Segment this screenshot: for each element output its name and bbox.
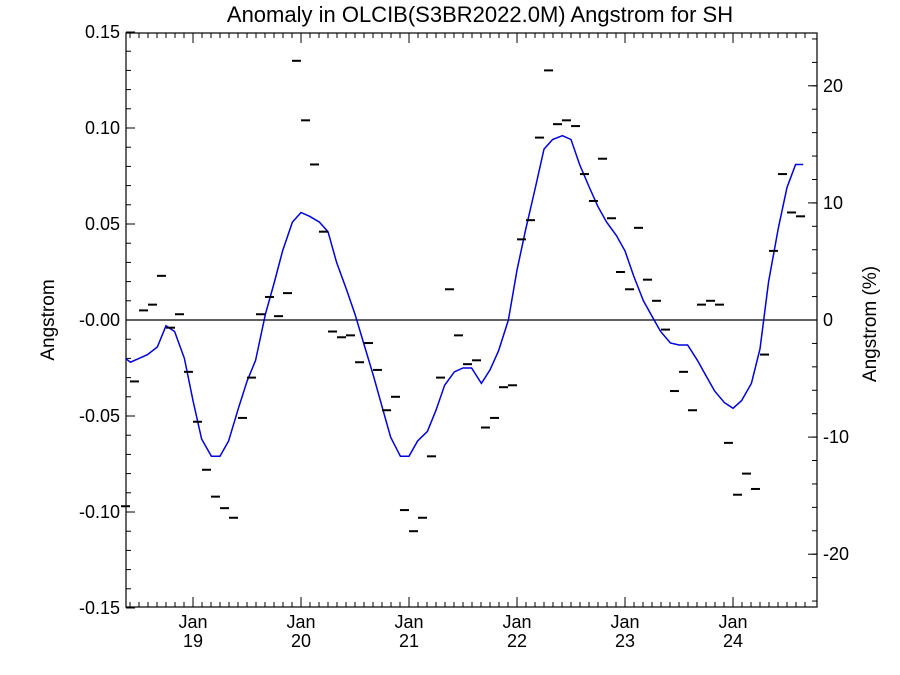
y-axis-label-right: Angstrom (%) xyxy=(860,266,881,382)
x-tick-label-year: 23 xyxy=(615,631,635,651)
y-axis-label-left: Angstrom xyxy=(38,279,59,360)
y-tick-label: -0.15 xyxy=(79,598,120,618)
y-right-tick-label: 10 xyxy=(823,193,843,213)
y-tick-label: -0.00 xyxy=(79,310,120,330)
smoothed-line xyxy=(125,134,804,458)
y-axis-right: 20 10 0 -10 -20 xyxy=(808,38,849,602)
x-tick-label-month: Jan xyxy=(718,612,747,632)
x-tick-label-year: 20 xyxy=(291,631,311,651)
series-monthly xyxy=(121,59,805,533)
chart-title: Anomaly in OLCIB(S3BR2022.0M) Angstrom f… xyxy=(227,2,733,27)
x-tick-label-year: 22 xyxy=(507,631,527,651)
y-right-tick-label: -10 xyxy=(823,427,849,447)
y-tick-label: 0.05 xyxy=(85,214,120,234)
x-tick-label-year: 19 xyxy=(183,631,203,651)
y-right-tick-label: 20 xyxy=(823,76,843,96)
y-tick-label: 0.10 xyxy=(85,118,120,138)
x-tick-label-year: 21 xyxy=(399,631,419,651)
y-tick-label: 0.15 xyxy=(85,22,120,42)
y-axis-left: 0.15 0.10 0.05 -0.00 -0.05 -0.10 -0.15 xyxy=(79,22,135,618)
series-smoothed xyxy=(125,134,804,458)
x-tick-label-month: Jan xyxy=(610,612,639,632)
y-right-tick-label: -20 xyxy=(823,544,849,564)
x-tick-label-month: Jan xyxy=(286,612,315,632)
y-right-tick-label: 0 xyxy=(823,310,833,330)
x-tick-label-month: Jan xyxy=(502,612,531,632)
x-tick-label-year: 24 xyxy=(723,631,743,651)
x-tick-label-month: Jan xyxy=(178,612,207,632)
x-tick-label-month: Jan xyxy=(394,612,423,632)
y-tick-label: -0.05 xyxy=(79,406,120,426)
y-tick-label: -0.10 xyxy=(79,502,120,522)
